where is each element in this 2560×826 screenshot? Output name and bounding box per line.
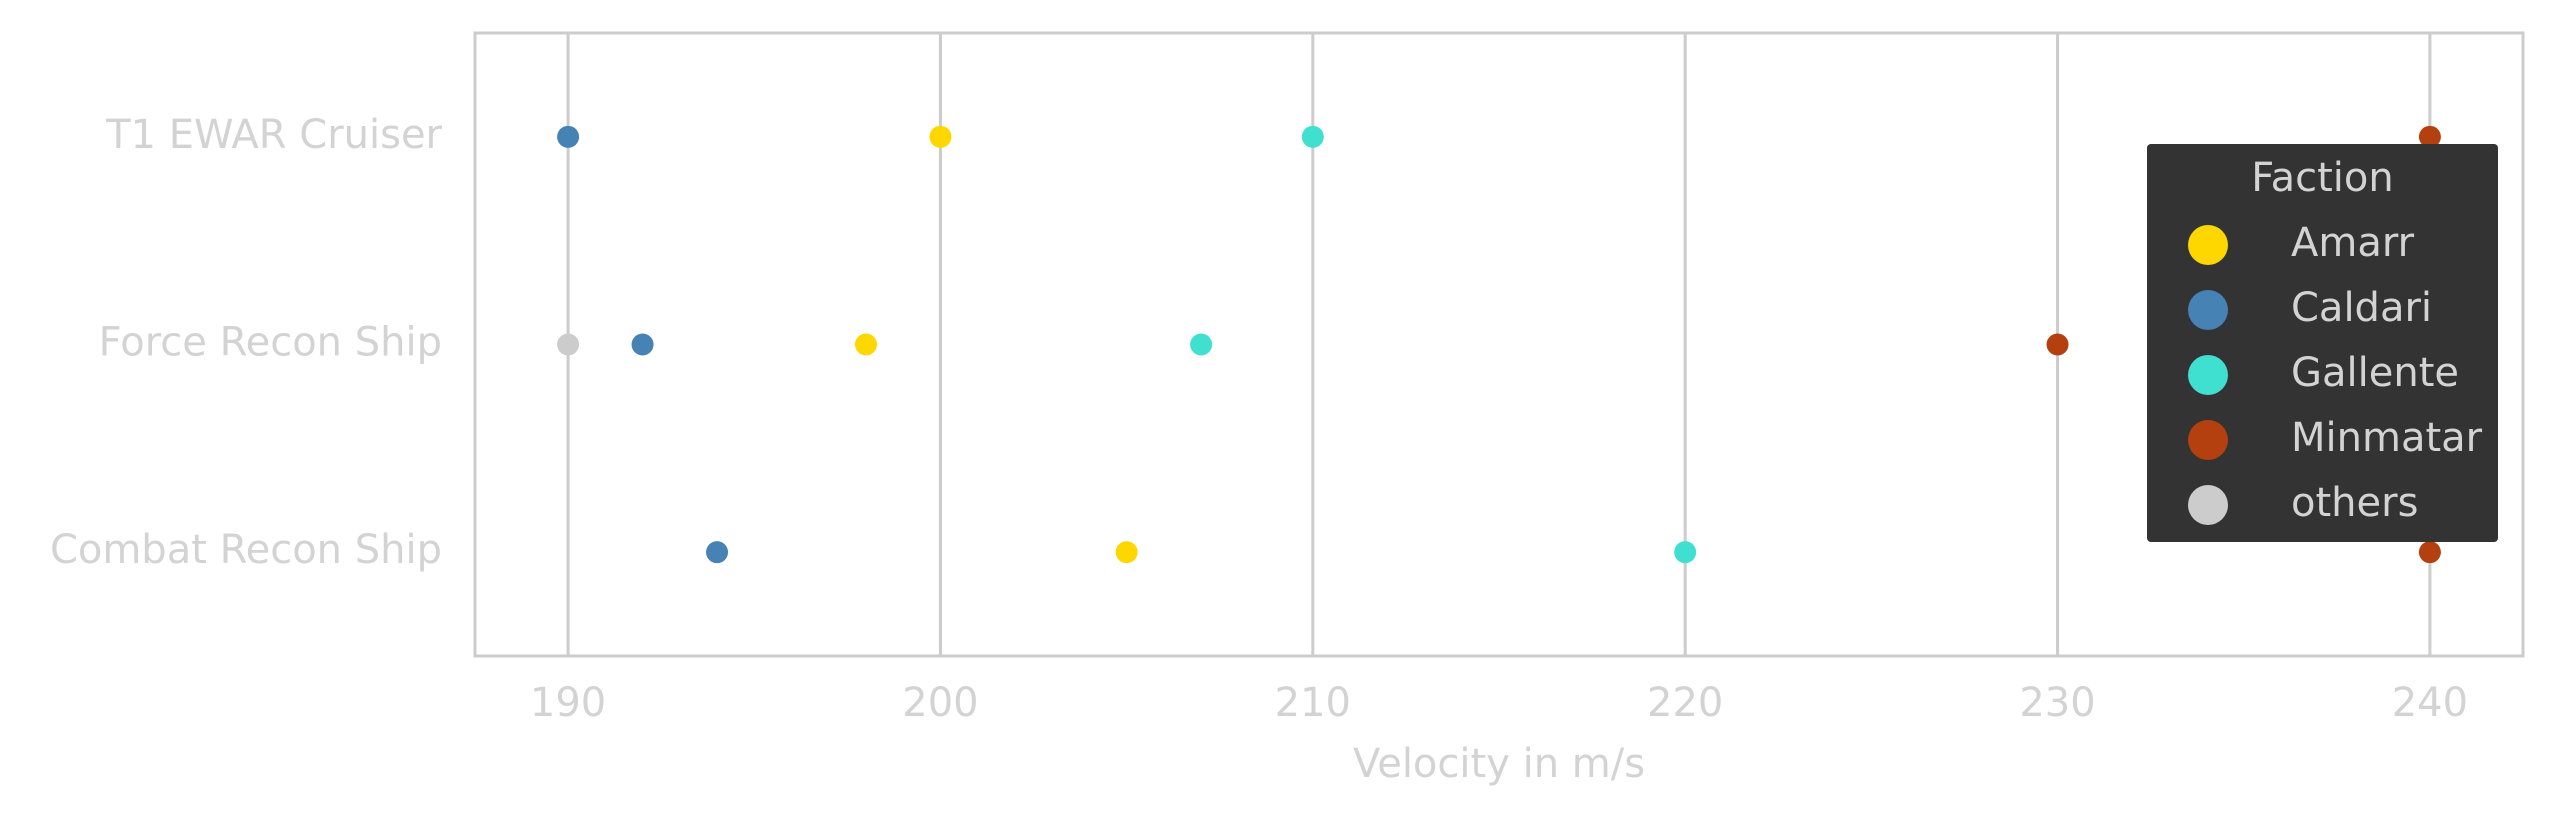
legend-marker xyxy=(2188,355,2228,395)
legend-title: Faction xyxy=(2251,155,2393,201)
legend-box xyxy=(2147,144,2498,542)
y-tick-label: T1 EWAR Cruiser xyxy=(105,112,442,158)
point xyxy=(557,125,580,148)
point xyxy=(706,541,729,564)
point xyxy=(557,333,580,356)
point xyxy=(2418,125,2441,148)
x-tick-label: 240 xyxy=(2392,680,2468,726)
point xyxy=(1301,125,1324,148)
legend-marker xyxy=(2188,225,2228,265)
legend-marker xyxy=(2188,290,2228,330)
legend-label: Amarr xyxy=(2291,220,2415,266)
legend-label: Caldari xyxy=(2291,285,2432,331)
x-tick-label: 200 xyxy=(902,680,978,726)
legend-label: others xyxy=(2291,480,2418,526)
x-tick-label: 210 xyxy=(1275,680,1351,726)
x-tick-label: 230 xyxy=(2019,680,2095,726)
point xyxy=(929,125,952,148)
legend-marker xyxy=(2188,420,2228,460)
legend-label: Minmatar xyxy=(2291,415,2483,461)
y-tick-label: Force Recon Ship xyxy=(99,320,442,366)
x-tick-label: 220 xyxy=(1647,680,1723,726)
legend: Faction Amarr Caldari Gallente Minmatar other… xyxy=(2147,144,2498,542)
point xyxy=(2046,333,2069,356)
point xyxy=(1115,541,1138,564)
point xyxy=(1674,541,1697,564)
plot-frame xyxy=(473,31,2525,658)
legend-marker xyxy=(2188,485,2228,525)
legend-label: Gallente xyxy=(2291,350,2459,396)
point xyxy=(1190,333,1213,356)
point xyxy=(631,333,654,356)
x-axis-label: Velocity in m/s xyxy=(1353,741,1645,787)
y-tick-label: Combat Recon Ship xyxy=(50,527,442,573)
point xyxy=(854,333,877,356)
point xyxy=(2418,541,2441,564)
x-tick-label: 190 xyxy=(530,680,606,726)
